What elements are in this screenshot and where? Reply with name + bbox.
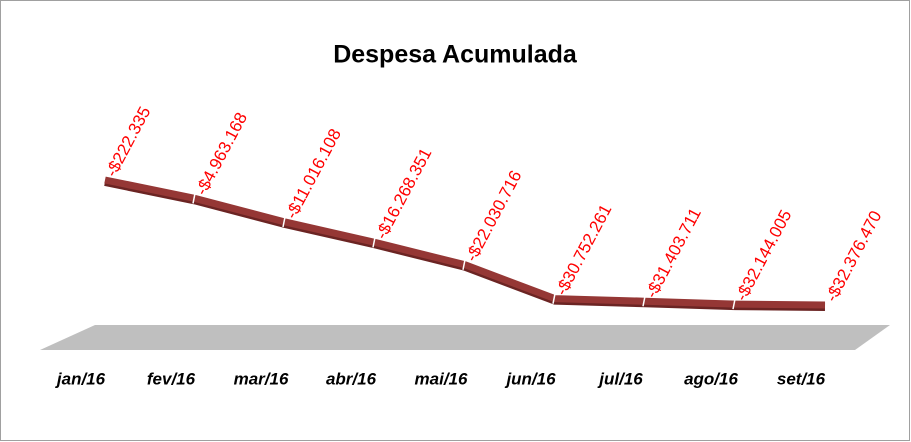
- vertex-gap: [282, 216, 286, 228]
- x-tick-label: ago/16: [684, 369, 738, 388]
- x-tick-label: set/16: [777, 369, 826, 388]
- x-tick-label: fev/16: [147, 369, 196, 388]
- floor: [40, 325, 890, 350]
- x-tick-label: mai/16: [415, 369, 468, 388]
- series-line: [104, 176, 826, 309]
- vertex-gap: [192, 193, 196, 204]
- vertex-gap: [552, 293, 556, 304]
- vertex-gap: [462, 259, 466, 270]
- vertex-gap: [642, 296, 646, 307]
- x-tick-label: mar/16: [234, 369, 289, 388]
- x-tick-label: jan/16: [55, 369, 106, 388]
- x-tick-label: jul/16: [597, 369, 643, 388]
- vertex-gap: [732, 298, 736, 310]
- vertex-gap: [372, 237, 376, 248]
- chart-title: Despesa Acumulada: [333, 41, 578, 69]
- x-tick-label: jun/16: [504, 369, 556, 388]
- x-tick-label: abr/16: [326, 369, 377, 388]
